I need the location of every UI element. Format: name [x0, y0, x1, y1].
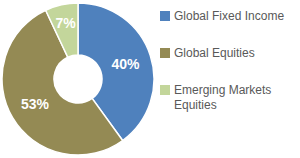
legend-label: Global Equities: [174, 46, 255, 60]
legend-label: Emerging MarketsEquities: [174, 83, 271, 112]
data-labels: 40% 53% 7%: [21, 15, 140, 112]
data-label: 7%: [55, 15, 76, 31]
data-label: 40%: [112, 56, 141, 72]
legend: Global Fixed Income Global Equities Emergi…: [160, 9, 284, 112]
legend-label: Global Fixed Income: [174, 9, 284, 23]
chart: 40% 53% 7% Global Fixed Income Global Equiti…: [0, 0, 300, 158]
legend-swatch: [160, 11, 170, 21]
legend-swatch: [160, 85, 170, 95]
slices: [2, 3, 154, 155]
legend-swatch: [160, 48, 170, 58]
data-label: 53%: [21, 96, 50, 112]
slice: [46, 3, 78, 57]
